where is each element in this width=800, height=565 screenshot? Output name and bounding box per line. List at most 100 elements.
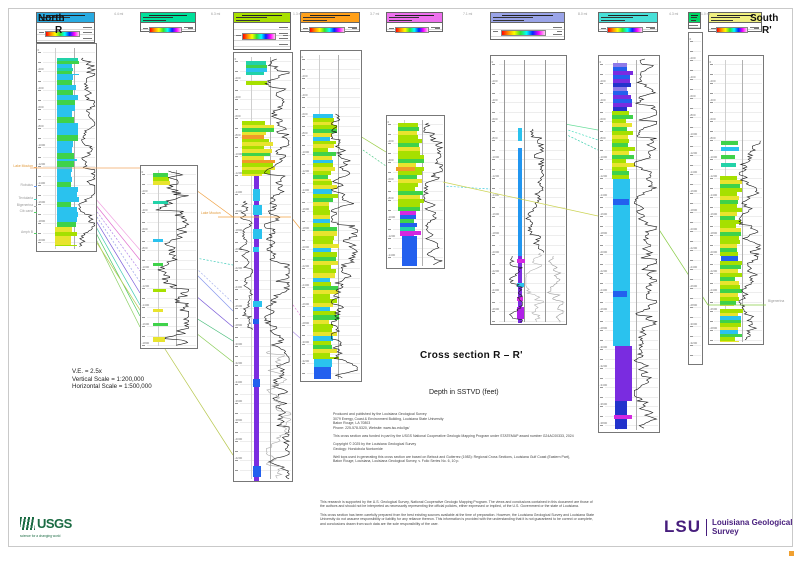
depth-tick	[600, 387, 603, 388]
depth-tick	[235, 251, 238, 252]
depth-tick	[235, 118, 238, 119]
depth-tick	[492, 102, 495, 103]
depth-tick	[710, 339, 713, 340]
log-fill-segment	[719, 293, 738, 297]
depth-tick	[302, 372, 305, 373]
depth-tick	[710, 92, 713, 93]
grid-line-h	[714, 225, 762, 226]
depth-tick	[302, 258, 305, 259]
well-log-track: 0 -200 -400 -600 -800 -1000 -1200 -1400 -1600 -18…	[233, 52, 293, 482]
grid-line-h	[146, 345, 196, 346]
depth-tick-label: -4000	[234, 436, 243, 441]
grid-line-h	[239, 89, 291, 90]
depth-tick	[302, 125, 305, 126]
depth-tick	[302, 287, 305, 288]
log-fill-segment	[398, 155, 425, 159]
scale-min	[711, 28, 716, 30]
log-fill-segment	[57, 172, 71, 177]
horizontal-scale: Horizontal Scale = 1:500,000	[72, 383, 152, 391]
log-curve	[264, 58, 291, 480]
log-fill-segment	[313, 269, 336, 274]
grid-line-h	[307, 192, 360, 193]
grid-line-h	[498, 225, 565, 226]
correlation-line	[96, 242, 234, 456]
depth-tick	[38, 80, 41, 81]
depth-tick	[492, 168, 495, 169]
log-curve	[239, 200, 254, 330]
correlation-line	[94, 208, 141, 272]
grid-line-h	[605, 64, 658, 65]
log-fill-segment	[612, 147, 635, 151]
depth-tick-label: 0	[599, 59, 602, 64]
grid-line-h	[498, 168, 565, 169]
grid-line-h	[690, 155, 701, 156]
depth-tick	[302, 163, 305, 164]
section-letter-r-prime: R'	[762, 25, 772, 36]
depth-tick	[235, 469, 238, 470]
grid-line-h	[714, 121, 762, 122]
well-3: 0 -200 -400 -600 -800 -1000 -1200 -1400 -1600 -18…	[233, 0, 293, 565]
well-header-table	[301, 22, 359, 34]
log-fill-segment	[720, 163, 736, 167]
log-fill-segment	[313, 332, 337, 337]
grid-line-h	[498, 301, 565, 302]
depth-tick-label: -1200	[387, 233, 396, 238]
depth-tick-label: -1000	[599, 154, 608, 159]
log-fill-segment	[242, 145, 265, 149]
grid-line-h	[498, 149, 565, 150]
depth-tick-label: -600	[491, 116, 498, 121]
depth-tick-label: -1600	[491, 211, 500, 216]
well-header	[688, 12, 701, 29]
log-fill-segment	[153, 309, 163, 312]
depth-tick-label: -400	[301, 92, 308, 97]
depth-tick-label: -3600	[599, 401, 608, 406]
depth-tick	[235, 241, 238, 242]
log-curve	[265, 350, 292, 479]
grid-line-h	[239, 251, 291, 252]
well-header-location	[711, 19, 733, 21]
log-fill-segment	[313, 189, 332, 194]
log-fill-segment	[719, 220, 742, 224]
well-4: 0 -200 -400 -600 -800 -1000 -1200 -1400 -1600 -18…	[300, 0, 362, 565]
depth-tick	[38, 223, 41, 224]
log-fill-segment	[719, 281, 739, 285]
grid-line-h	[690, 183, 701, 184]
grid-line-h	[605, 282, 658, 283]
depth-tick	[142, 335, 145, 336]
well-header-operator	[303, 17, 335, 19]
depth-tick	[38, 99, 41, 100]
depth-tick	[710, 149, 713, 150]
grid-line-h	[714, 168, 762, 169]
grid-line-h	[690, 98, 701, 99]
grid-line-h	[498, 159, 565, 160]
depth-tick-label: -1800	[709, 230, 718, 235]
grid-line-h	[392, 133, 443, 134]
depth-tick	[142, 307, 145, 308]
log-fill-segment	[153, 181, 170, 185]
well-log-track: 0 -200 -400 -600 -800 -1000 -1200 -1400 -1600 -18…	[688, 32, 703, 365]
grid-line-h	[307, 59, 360, 60]
depth-tick-label: -1400	[141, 302, 150, 307]
depth-tick	[235, 232, 238, 233]
plate-border	[8, 8, 793, 547]
depth-tick	[302, 97, 305, 98]
depth-tick	[302, 230, 305, 231]
grid-line-h	[392, 257, 443, 258]
depth-tick-label: -1600	[599, 211, 608, 216]
depth-tick	[302, 154, 305, 155]
depth-tick-label: -800	[387, 195, 394, 200]
log-fill-segment	[57, 129, 79, 135]
depth-tick	[302, 87, 305, 88]
depth-tick	[142, 231, 145, 232]
log-fill-segment	[57, 64, 72, 68]
well-header-title	[690, 14, 699, 16]
depth-tick-label: -800	[491, 135, 498, 140]
log-fill-segment	[720, 256, 738, 261]
grid-line-h	[239, 108, 291, 109]
log-fill-segment	[719, 316, 741, 320]
depth-tick	[235, 441, 238, 442]
log-fill-segment	[313, 218, 330, 223]
depth-tick-label: -800	[37, 123, 44, 128]
depth-tick-label: -2600	[234, 303, 243, 308]
log-fill-segment	[719, 312, 738, 316]
